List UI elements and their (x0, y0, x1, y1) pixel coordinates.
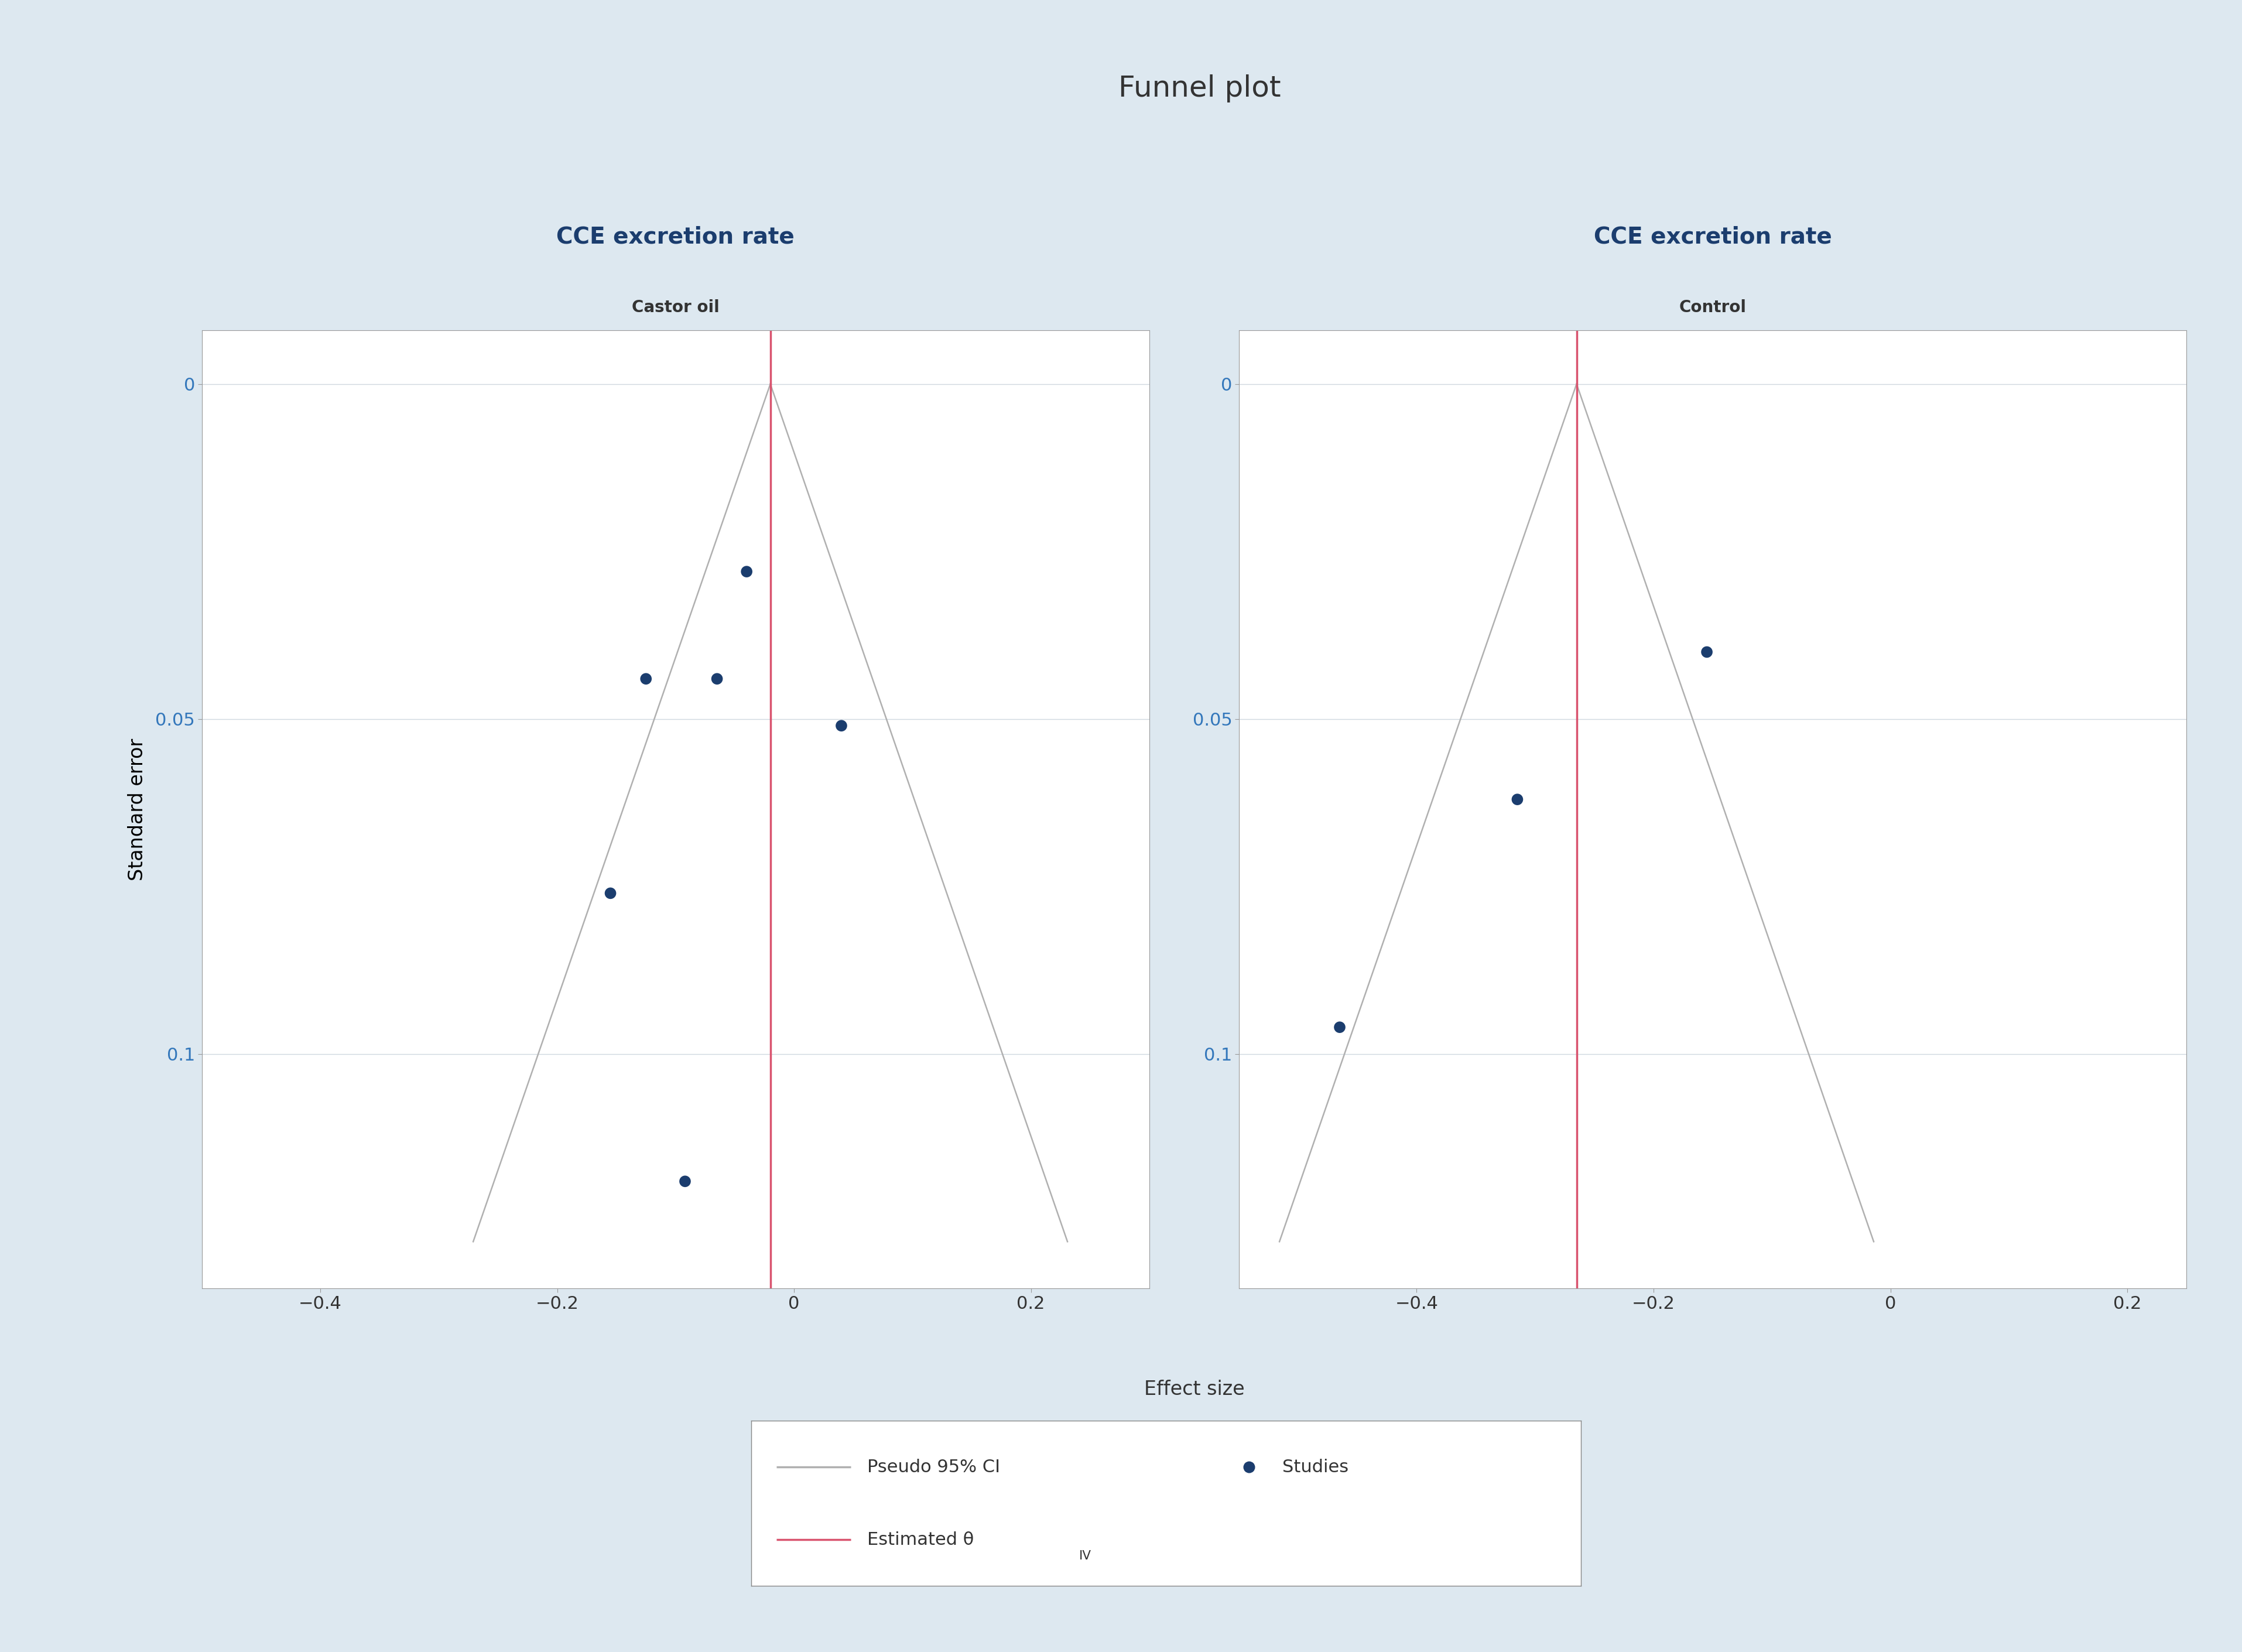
Point (1500, 786, 1536, 813)
Y-axis label: Standard error: Standard error (128, 738, 148, 881)
Text: Estimated θ: Estimated θ (868, 1531, 973, 1548)
Point (700, 666, 735, 692)
Point (666, 1168, 702, 1194)
Text: Castor oil: Castor oil (632, 299, 720, 316)
Point (1321, 1014, 1356, 1041)
Text: Funnel plot: Funnel plot (1119, 74, 1280, 102)
Text: Effect size: Effect size (1143, 1379, 1244, 1399)
Point (628, 666, 664, 692)
Text: Pseudo 95% CI: Pseudo 95% CI (868, 1459, 1000, 1475)
Text: Studies: Studies (1282, 1459, 1347, 1475)
Point (592, 881, 628, 907)
Point (823, 712, 859, 738)
Point (729, 558, 765, 585)
Point (1688, 639, 1724, 666)
Point (1231, 1454, 1267, 1480)
Text: IV: IV (1078, 1550, 1092, 1563)
Text: CCE excretion rate: CCE excretion rate (556, 226, 794, 248)
Text: CCE excretion rate: CCE excretion rate (1594, 226, 1832, 248)
Text: Control: Control (1679, 299, 1747, 316)
